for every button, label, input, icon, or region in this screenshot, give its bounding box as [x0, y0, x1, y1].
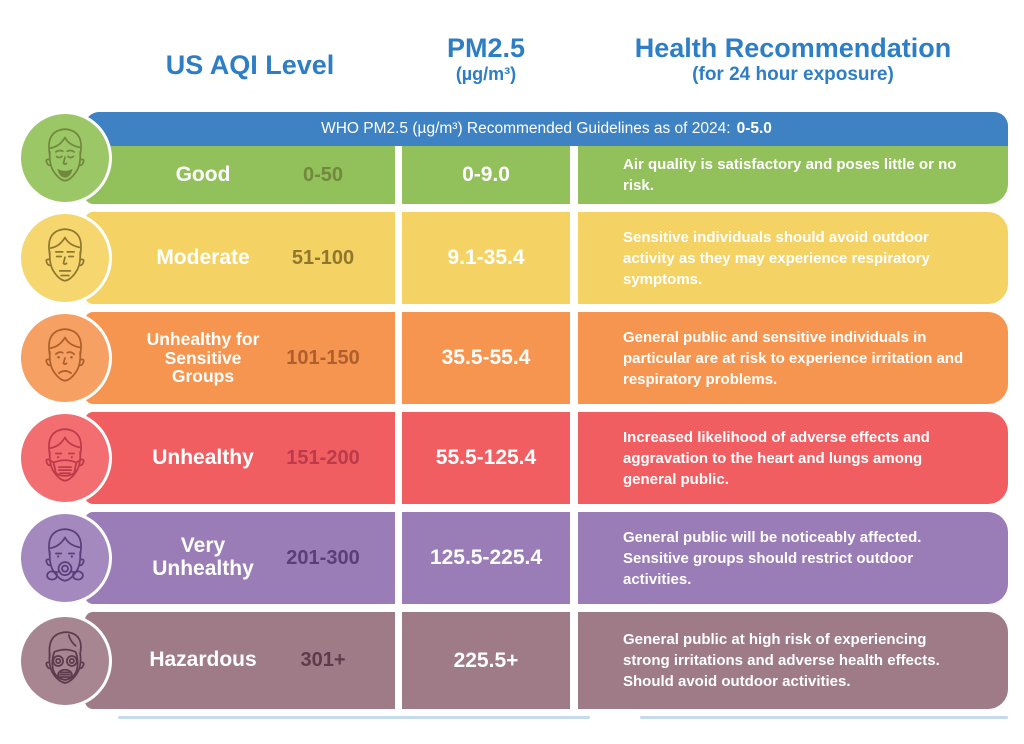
- who-banner-text: WHO PM2.5 (µg/m³) Recommended Guidelines…: [321, 120, 731, 137]
- usg-level-name: Unhealthy for Sensitive Groups: [146, 328, 260, 387]
- usg-aqi-range: 101-150: [286, 346, 360, 369]
- hazardous-aqi-range: 301+: [300, 649, 346, 671]
- row-unhealthy-sensitive-groups: Unhealthy for Sensitive Groups 101-150 3…: [18, 311, 1008, 405]
- smiling-face-glyph: [45, 128, 85, 182]
- header-pm25-title: PM2.5: [446, 33, 526, 63]
- moderate-health-cell: Sensitive individuals should avoid outdo…: [578, 212, 1008, 304]
- header-pm25-unit: (µg/m³): [455, 63, 517, 84]
- unhealthy-health-cell: Increased likelihood of adverse effects …: [578, 412, 1008, 504]
- footer-divider-line-right: [640, 716, 1008, 719]
- aqi-table: WHO PM2.5 (µg/m³) Recommended Guidelines…: [18, 111, 1008, 717]
- header-health-title: Health Recommendation: [634, 33, 952, 63]
- very-unhealthy-level-name: Very Unhealthy: [152, 534, 254, 580]
- row-very-unhealthy: Very Unhealthy 201-300 125.5-225.4 Gener…: [18, 511, 1008, 605]
- footer-divider-line-left: [118, 716, 590, 719]
- good-aqi-range: 0-50: [302, 163, 344, 186]
- header-health-recommendation: Health Recommendation (for 24 hour expos…: [578, 33, 1008, 86]
- moderate-level-cell: Moderate 51-100: [85, 212, 395, 304]
- very-unhealthy-level-cell: Very Unhealthy 201-300: [85, 512, 395, 604]
- header-health-subtitle: (for 24 hour exposure): [692, 63, 894, 85]
- moderate-neutral-face-icon: [18, 211, 112, 305]
- unhealthy-level-cell: Unhealthy 151-200: [85, 412, 395, 504]
- good-pm25-cell: 0-9.0: [402, 146, 570, 204]
- gas-mask-glyph: [45, 630, 85, 684]
- hazardous-pm25-cell: 225.5+: [402, 612, 570, 709]
- neutral-face-glyph: [45, 228, 85, 282]
- unhealthy-aqi-range: 151-200: [286, 446, 360, 469]
- usg-level-cell: Unhealthy for Sensitive Groups 101-150: [85, 312, 395, 404]
- good-smiling-face-icon: [18, 111, 112, 205]
- good-level-cell: Good 0-50: [85, 146, 395, 204]
- header-us-aqi-level: US AQI Level: [165, 50, 335, 80]
- usg-pm25-value: 35.5-55.4: [441, 346, 531, 369]
- row-good: WHO PM2.5 (µg/m³) Recommended Guidelines…: [18, 111, 1008, 205]
- very-unhealthy-pm25-value: 125.5-225.4: [429, 546, 543, 569]
- very-unhealthy-pm25-cell: 125.5-225.4: [402, 512, 570, 604]
- unhealthy-level-name: Unhealthy: [152, 445, 254, 469]
- unhealthy-pm25-value: 55.5-125.4: [435, 446, 537, 469]
- very-unhealthy-aqi-range: 201-300: [286, 546, 360, 569]
- good-health-text: Air quality is satisfactory and poses li…: [623, 156, 957, 194]
- usg-health-cell: General public and sensitive individuals…: [578, 312, 1008, 404]
- moderate-level-name: Moderate: [156, 245, 250, 269]
- hazardous-level-cell: Hazardous 301+: [85, 612, 395, 709]
- usg-pm25-cell: 35.5-55.4: [402, 312, 570, 404]
- hazardous-health-cell: General public at high risk of experienc…: [578, 612, 1008, 709]
- hazardous-pm25-value: 225.5+: [453, 648, 519, 672]
- row-moderate: Moderate 51-100 9.1-35.4 Sensitive indiv…: [18, 211, 1008, 305]
- moderate-pm25-value: 9.1-35.4: [447, 246, 525, 269]
- hazardous-health-text: General public at high risk of experienc…: [623, 631, 940, 690]
- who-guideline-banner: WHO PM2.5 (µg/m³) Recommended Guidelines…: [85, 112, 1008, 146]
- hazardous-level-name: Hazardous: [149, 648, 257, 672]
- masked-face-glyph: [45, 428, 85, 482]
- hazardous-gas-mask-icon: [18, 613, 112, 708]
- very-unhealthy-health-cell: General public will be noticeably affect…: [578, 512, 1008, 604]
- moderate-pm25-cell: 9.1-35.4: [402, 212, 570, 304]
- row-hazardous: Hazardous 301+ 225.5+ General public at …: [18, 612, 1008, 709]
- worried-face-glyph: [45, 328, 85, 382]
- header-pm25: PM2.5 (µg/m³): [402, 33, 570, 84]
- respirator-face-glyph: [45, 528, 85, 582]
- good-health-cell: Air quality is satisfactory and poses li…: [578, 146, 1008, 204]
- unhealthy-health-text: Increased likelihood of adverse effects …: [623, 428, 930, 488]
- very-unhealthy-health-text: General public will be noticeably affect…: [623, 528, 922, 588]
- unhealthy-masked-face-icon: [18, 411, 112, 505]
- very-unhealthy-respirator-face-icon: [18, 511, 112, 605]
- unhealthy-pm25-cell: 55.5-125.4: [402, 412, 570, 504]
- row-unhealthy: Unhealthy 151-200 55.5-125.4 Increased l…: [18, 411, 1008, 505]
- usg-health-text: General public and sensitive individuals…: [623, 328, 964, 388]
- usg-worried-face-icon: [18, 311, 112, 405]
- good-pm25-value: 0-9.0: [462, 163, 510, 186]
- moderate-health-text: Sensitive individuals should avoid outdo…: [623, 228, 930, 288]
- who-banner-value: 0-5.0: [736, 120, 772, 137]
- good-level-name: Good: [175, 162, 231, 186]
- moderate-aqi-range: 51-100: [291, 246, 355, 269]
